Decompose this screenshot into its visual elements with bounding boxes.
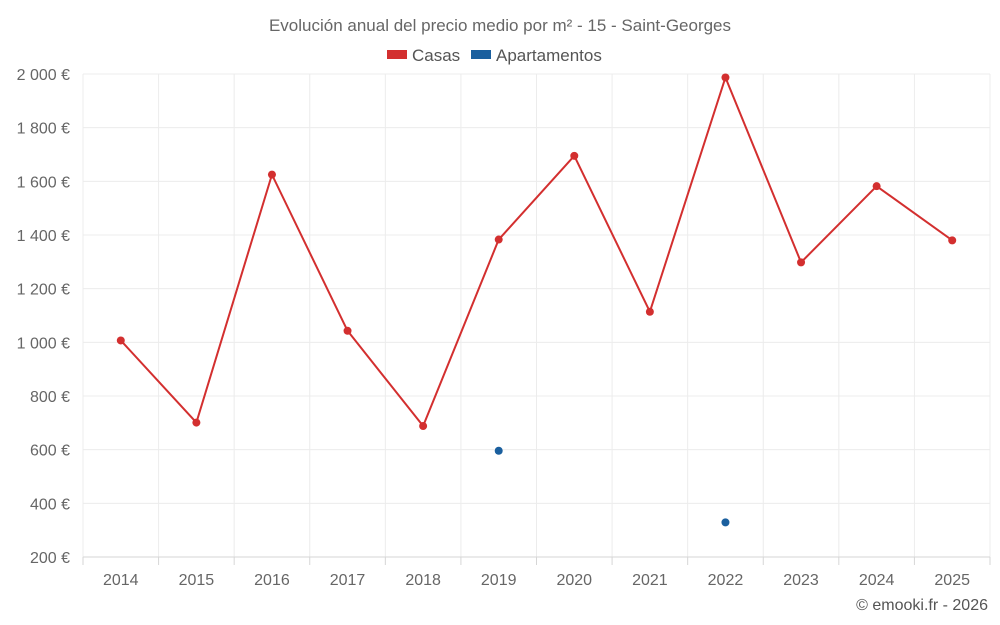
- x-tick-label: 2025: [934, 572, 970, 589]
- data-point-casas-2023[interactable]: [797, 258, 806, 267]
- grid: [82, 73, 991, 557]
- legend-label-casas: Casas: [412, 46, 460, 65]
- y-tick-label: 1 000 €: [17, 335, 70, 352]
- x-tick-label: 2019: [481, 572, 517, 589]
- y-tick-label: 1 600 €: [17, 174, 70, 191]
- legend-item-casas[interactable]: Casas: [387, 46, 460, 65]
- data-point-apartamentos-2019[interactable]: [494, 446, 503, 455]
- data-point-casas-2020[interactable]: [570, 151, 579, 160]
- y-tick-label: 200 €: [30, 550, 70, 567]
- y-tick-label: 400 €: [30, 496, 70, 513]
- axes: [82, 556, 991, 565]
- legend-label-apartamentos: Apartamentos: [496, 46, 602, 65]
- data-point-casas-2017[interactable]: [343, 326, 352, 335]
- data-point-casas-2024[interactable]: [872, 182, 881, 191]
- y-tick-label: 600 €: [30, 443, 70, 460]
- chart-title: Evolución anual del precio medio por m² …: [269, 16, 731, 35]
- y-tick-label: 1 200 €: [17, 282, 70, 299]
- data-point-casas-2015[interactable]: [192, 418, 201, 427]
- y-tick-label: 1 400 €: [17, 228, 70, 245]
- x-tick-label: 2022: [708, 572, 744, 589]
- x-tick-label: 2020: [556, 572, 592, 589]
- series-line-casas: [120, 76, 953, 428]
- legend: Casas Apartamentos: [387, 46, 602, 65]
- y-tick-labels: 200 € 400 € 600 € 800 € 1 000 € 1 200 € 1 400 …: [17, 67, 70, 567]
- data-point-casas-2025[interactable]: [948, 236, 957, 245]
- y-tick-label: 1 800 €: [17, 121, 70, 138]
- x-tick-label: 2017: [330, 572, 366, 589]
- x-tick-label: 2023: [783, 572, 819, 589]
- x-tick-label: 2021: [632, 572, 668, 589]
- data-point-casas-2014[interactable]: [116, 336, 125, 345]
- credit: © emooki.fr - 2026: [856, 597, 988, 614]
- data-point-casas-2022[interactable]: [721, 73, 730, 82]
- legend-item-apartamentos[interactable]: Apartamentos: [471, 46, 602, 65]
- legend-swatch-apartamentos: [471, 50, 491, 59]
- data-point-casas-2019[interactable]: [494, 235, 503, 244]
- x-tick-label: 2016: [254, 572, 290, 589]
- data-point-apartamentos-2022[interactable]: [721, 518, 730, 527]
- series: [116, 73, 957, 527]
- data-point-casas-2021[interactable]: [645, 307, 654, 316]
- y-tick-label: 2 000 €: [17, 67, 70, 84]
- x-tick-label: 2014: [103, 572, 139, 589]
- data-point-casas-2016[interactable]: [267, 170, 276, 179]
- y-tick-label: 800 €: [30, 389, 70, 406]
- data-point-casas-2018[interactable]: [419, 422, 428, 431]
- x-tick-labels: 2014 2015 2016 2017 2018 2019 2020 2021 2022 2023…: [103, 572, 970, 589]
- x-tick-label: 2018: [405, 572, 441, 589]
- x-tick-label: 2015: [179, 572, 215, 589]
- x-tick-label: 2024: [859, 572, 895, 589]
- legend-swatch-casas: [387, 50, 407, 59]
